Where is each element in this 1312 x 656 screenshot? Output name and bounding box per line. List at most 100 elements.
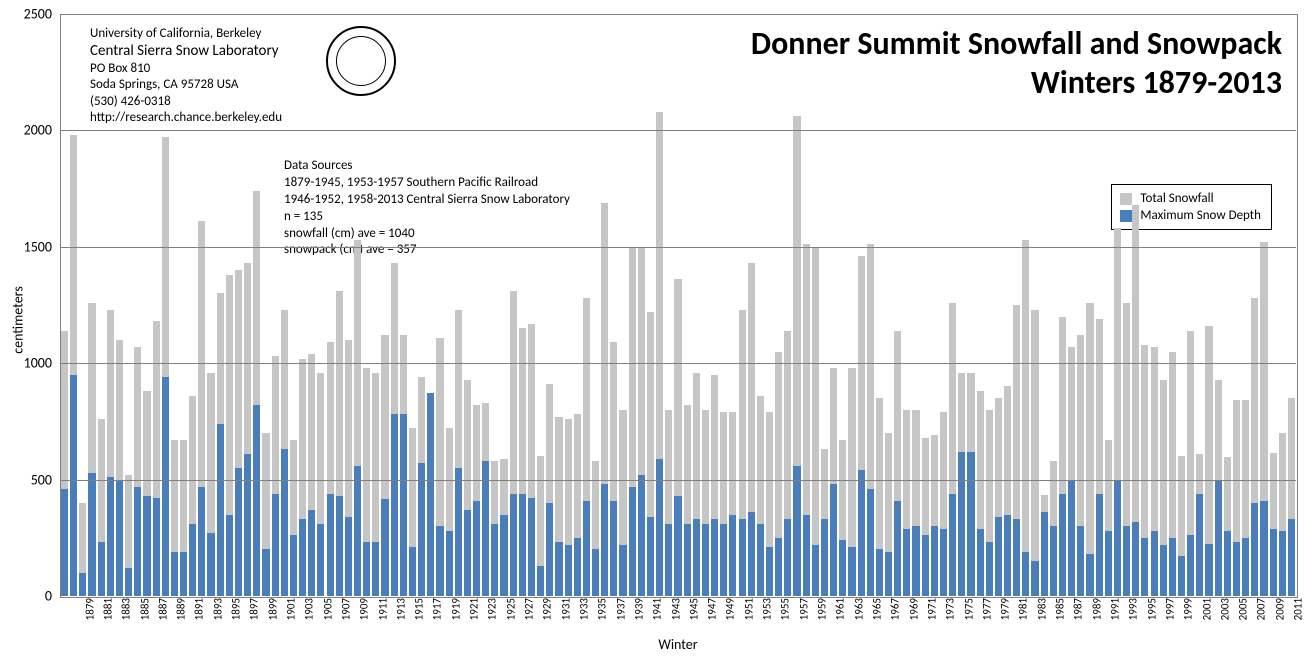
x-tick-label: 1999 bbox=[1182, 598, 1195, 620]
bar-max-snow-depth bbox=[500, 515, 507, 596]
bar-max-snow-depth bbox=[739, 519, 746, 596]
bar-max-snow-depth bbox=[510, 494, 517, 596]
bar-max-snow-depth bbox=[702, 524, 709, 596]
bar-max-snow-depth bbox=[446, 531, 453, 596]
x-tick-label: 1919 bbox=[449, 598, 462, 620]
bar-max-snow-depth bbox=[198, 487, 205, 596]
bar-max-snow-depth bbox=[336, 496, 343, 596]
x-tick-label: 1951 bbox=[742, 598, 755, 620]
bar-max-snow-depth bbox=[345, 517, 352, 596]
x-tick-label: 1917 bbox=[431, 598, 444, 620]
bar-max-snow-depth bbox=[189, 524, 196, 596]
bar-max-snow-depth bbox=[143, 496, 150, 596]
bar-max-snow-depth bbox=[555, 542, 562, 596]
bar-max-snow-depth bbox=[720, 524, 727, 596]
bar-max-snow-depth bbox=[171, 552, 178, 596]
x-tick-label: 1973 bbox=[944, 598, 957, 620]
x-tick-label: 1931 bbox=[559, 598, 572, 620]
bar-max-snow-depth bbox=[134, 487, 141, 596]
y-tick-label: 500 bbox=[0, 471, 52, 488]
bar-max-snow-depth bbox=[1196, 494, 1203, 596]
x-tick-label: 1963 bbox=[852, 598, 865, 620]
x-tick-label: 1891 bbox=[193, 598, 206, 620]
bar-max-snow-depth bbox=[537, 566, 544, 596]
bar-max-snow-depth bbox=[995, 517, 1002, 596]
y-tick-label: 0 bbox=[0, 588, 52, 605]
x-tick-label: 1977 bbox=[980, 598, 993, 620]
y-tick-label: 2500 bbox=[0, 6, 52, 23]
bar-max-snow-depth bbox=[986, 542, 993, 596]
x-tick-label: 2001 bbox=[1200, 598, 1213, 620]
x-tick-label: 1993 bbox=[1127, 598, 1140, 620]
bar-max-snow-depth bbox=[1160, 545, 1167, 596]
x-tick-label: 1889 bbox=[174, 598, 187, 620]
bar-max-snow-depth bbox=[1132, 522, 1139, 596]
x-tick-label: 1921 bbox=[467, 598, 480, 620]
bar-max-snow-depth bbox=[1004, 515, 1011, 596]
x-tick-label: 1955 bbox=[779, 598, 792, 620]
bar-max-snow-depth bbox=[491, 524, 498, 596]
bar-max-snow-depth bbox=[1270, 529, 1277, 597]
bar-max-snow-depth bbox=[894, 501, 901, 596]
bar-max-snow-depth bbox=[940, 529, 947, 597]
bar-max-snow-depth bbox=[1059, 494, 1066, 596]
x-tick-label: 1893 bbox=[211, 598, 224, 620]
x-tick-label: 1899 bbox=[266, 598, 279, 620]
x-tick-label: 1971 bbox=[925, 598, 938, 620]
bar-max-snow-depth bbox=[949, 494, 956, 596]
bar-max-snow-depth bbox=[116, 480, 123, 596]
x-tick-label: 1885 bbox=[138, 598, 151, 620]
bar-max-snow-depth bbox=[88, 473, 95, 596]
bar-max-snow-depth bbox=[574, 538, 581, 596]
bar-max-snow-depth bbox=[977, 529, 984, 597]
x-tick-label: 1957 bbox=[797, 598, 810, 620]
bar-max-snow-depth bbox=[684, 524, 691, 596]
bar-max-snow-depth bbox=[1260, 501, 1267, 596]
bar-max-snow-depth bbox=[391, 414, 398, 596]
x-tick-label: 1901 bbox=[284, 598, 297, 620]
x-tick-label: 1881 bbox=[101, 598, 114, 620]
bar-max-snow-depth bbox=[931, 526, 938, 596]
x-tick-label: 1925 bbox=[504, 598, 517, 620]
bar-max-snow-depth bbox=[1114, 480, 1121, 596]
x-tick-label: 1961 bbox=[834, 598, 847, 620]
bar-max-snow-depth bbox=[1251, 503, 1258, 596]
bar-max-snow-depth bbox=[610, 501, 617, 596]
bar-max-snow-depth bbox=[729, 515, 736, 596]
x-tick-label: 1941 bbox=[651, 598, 664, 620]
bar-max-snow-depth bbox=[61, 489, 68, 596]
x-tick-label: 1927 bbox=[522, 598, 535, 620]
bar-max-snow-depth bbox=[1151, 531, 1158, 596]
bar-max-snow-depth bbox=[473, 501, 480, 596]
bar-max-snow-depth bbox=[867, 489, 874, 596]
bar-max-snow-depth bbox=[153, 498, 160, 596]
bar-max-snow-depth bbox=[638, 475, 645, 596]
x-tick-label: 1983 bbox=[1035, 598, 1048, 620]
x-tick-label: 1985 bbox=[1053, 598, 1066, 620]
bar-max-snow-depth bbox=[775, 538, 782, 596]
x-tick-label: 1939 bbox=[632, 598, 645, 620]
bar-max-snow-depth bbox=[528, 498, 535, 596]
bar-max-snow-depth bbox=[1187, 535, 1194, 596]
x-tick-label: 1987 bbox=[1072, 598, 1085, 620]
x-tick-label: 1887 bbox=[156, 598, 169, 620]
x-tick-label: 1933 bbox=[577, 598, 590, 620]
bar-max-snow-depth bbox=[601, 484, 608, 596]
bar-max-snow-depth bbox=[885, 552, 892, 596]
gridline bbox=[60, 480, 1296, 481]
bar-max-snow-depth bbox=[1022, 552, 1029, 596]
bar-max-snow-depth bbox=[418, 463, 425, 596]
x-tick-label: 1935 bbox=[596, 598, 609, 620]
bar-max-snow-depth bbox=[180, 552, 187, 596]
bar-max-snow-depth bbox=[1215, 480, 1222, 596]
bar-max-snow-depth bbox=[482, 461, 489, 596]
bar-max-snow-depth bbox=[125, 568, 132, 596]
x-tick-label: 2009 bbox=[1273, 598, 1286, 620]
bar-max-snow-depth bbox=[858, 470, 865, 596]
bar-max-snow-depth bbox=[793, 466, 800, 596]
y-axis-title: centimeters bbox=[10, 286, 27, 354]
bar-max-snow-depth bbox=[372, 542, 379, 596]
x-tick-label: 1949 bbox=[724, 598, 737, 620]
bar-max-snow-depth bbox=[1141, 538, 1148, 596]
chart-container: { "title_line1": "Donner Summit Snowfall… bbox=[0, 0, 1312, 656]
